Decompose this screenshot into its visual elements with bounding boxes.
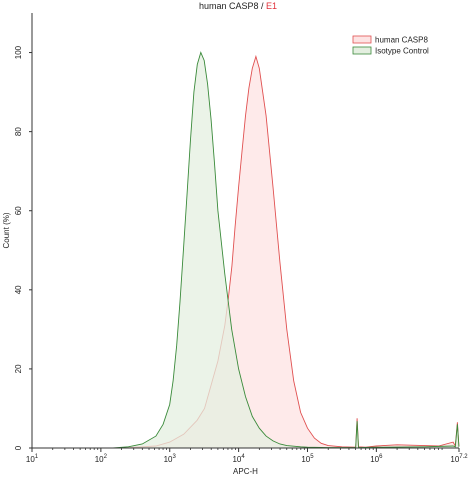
x-tick-label: 104 — [232, 454, 245, 464]
axes-layer: 0 20 40 60 80 100 101 102 103 104 105 106 107.2 — [14, 13, 468, 464]
y-tick-label: 20 — [14, 364, 23, 373]
x-tick-label: 107.2 — [450, 454, 468, 464]
y-tick-label: 40 — [14, 285, 23, 294]
x-tick-label: 102 — [95, 454, 108, 464]
x-tick-label: 101 — [26, 454, 39, 464]
x-tick-label: 105 — [301, 454, 314, 464]
series-2-line — [112, 51, 460, 449]
y-tick-label: 80 — [14, 127, 23, 136]
legend-swatch-1 — [352, 35, 372, 44]
y-tick-label: 60 — [14, 206, 23, 215]
chart-title-gate: E1 — [266, 1, 278, 11]
series-1-area — [121, 56, 459, 448]
y-tick-label: 100 — [14, 45, 23, 59]
chart-title-separator: / — [258, 1, 267, 11]
chart-title: human CASP8 / E1 — [0, 1, 476, 11]
y-tick-label: 0 — [14, 445, 23, 450]
x-axis-label: APC-H — [233, 467, 258, 476]
legend: human CASP8 Isotype Control — [352, 35, 429, 56]
legend-label-2: Isotype Control — [375, 47, 429, 56]
legend-swatch-2 — [352, 46, 372, 55]
chart-title-sample: human CASP8 — [198, 1, 259, 11]
legend-label-1: human CASP8 — [375, 36, 428, 45]
x-tick-label: 106 — [370, 454, 383, 464]
series-layer — [112, 51, 460, 449]
x-tick-label: 103 — [164, 454, 177, 464]
series-2-area — [113, 52, 459, 448]
y-axis-label: Count (%) — [2, 212, 11, 248]
